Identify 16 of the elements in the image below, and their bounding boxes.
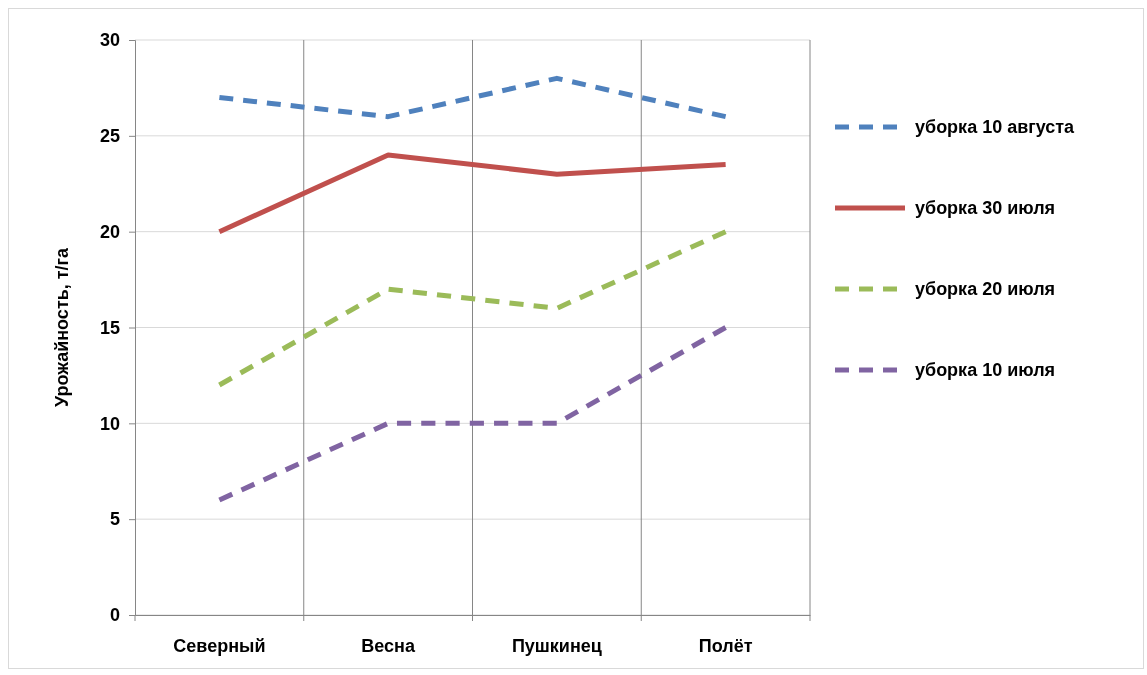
x-tick-label: Полёт [698,636,753,657]
legend-label: уборка 10 августа [915,117,1076,137]
y-tick-label: 15 [99,317,120,338]
y-tick-label: 10 [99,413,120,434]
x-tick-label: Весна [361,636,416,657]
y-tick-label: 25 [99,126,120,147]
legend-label: уборка 20 июля [915,279,1056,299]
x-tick-label: Пушкинец [511,636,602,657]
y-axis-title: Урожайность, т/га [52,246,72,408]
x-tick-label: Северный [173,636,266,657]
y-tick-label: 30 [99,30,120,51]
y-tick-label: 5 [109,509,120,530]
legend-label: уборка 30 июля [915,198,1056,218]
y-tick-label: 20 [99,221,120,242]
legend-label: уборка 10 июля [915,360,1056,380]
y-tick-label: 0 [109,605,120,626]
